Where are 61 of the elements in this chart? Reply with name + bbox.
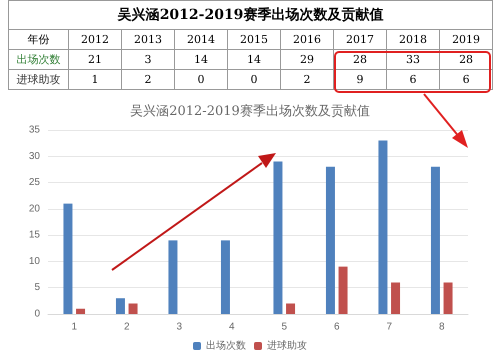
data-label: 29 xyxy=(280,50,334,70)
bar xyxy=(273,162,282,314)
text: 2017 xyxy=(334,30,386,50)
data-label: 0 xyxy=(174,70,228,90)
x-tick-label: 4 xyxy=(228,322,235,332)
text: 2015 xyxy=(228,30,280,50)
bar xyxy=(220,240,230,314)
x-tick-label: 8 xyxy=(438,322,445,332)
text: 2012 xyxy=(68,30,122,50)
x-tick-label: 6 xyxy=(334,322,340,332)
data-label: 21 xyxy=(68,50,122,70)
bar xyxy=(444,282,453,314)
text: 2016 xyxy=(280,30,334,50)
bar xyxy=(76,308,86,314)
data-label: 6 xyxy=(386,70,440,90)
data-label: 14 xyxy=(174,50,228,70)
text: 2019 xyxy=(440,30,493,50)
text: 出场次数 xyxy=(16,53,60,66)
bar xyxy=(286,303,296,314)
data-label: 6 xyxy=(440,70,493,90)
data-label: 28 xyxy=(440,50,493,70)
data-label: 2 xyxy=(280,70,334,90)
data-label: 28 xyxy=(334,50,386,70)
data-label: 9 xyxy=(334,70,386,90)
data-label: 14 xyxy=(228,50,280,70)
data-label: 33 xyxy=(386,50,440,70)
legend-label: 进球助攻 xyxy=(267,340,307,352)
bar xyxy=(430,166,440,314)
bar xyxy=(391,282,400,314)
bar xyxy=(168,240,178,314)
y-tick-label: 30 xyxy=(28,150,40,162)
y-tick-label: 5 xyxy=(34,282,40,294)
bar xyxy=(338,266,348,314)
text: 2014 xyxy=(174,30,228,50)
text: 年份 xyxy=(8,30,68,50)
legend-label: 出场次数 xyxy=(206,340,246,352)
bar xyxy=(116,298,125,314)
text: 2018 xyxy=(386,30,440,50)
data-label: 0 xyxy=(228,70,280,90)
data-label: 1 xyxy=(68,70,122,90)
x-tick-label: 1 xyxy=(71,322,78,332)
x-tick-label: 7 xyxy=(386,322,392,332)
y-tick-label: 15 xyxy=(28,230,40,241)
bar xyxy=(326,166,335,314)
x-tick-label: 2 xyxy=(124,322,130,332)
bar xyxy=(128,303,138,314)
y-tick-label: 35 xyxy=(28,124,40,136)
y-tick-label: 0 xyxy=(34,308,40,320)
x-tick-label: 5 xyxy=(281,322,288,332)
y-tick-label: 20 xyxy=(28,203,40,214)
chart-subtitle: 吴兴涵2012-2019赛季出场次数及贡献值 xyxy=(130,103,370,119)
bar xyxy=(63,204,72,314)
data-label: 3 xyxy=(122,50,174,70)
bar xyxy=(378,140,388,314)
text: 进球助攻 xyxy=(16,73,60,86)
data-label: 2 xyxy=(122,70,174,90)
y-tick-label: 25 xyxy=(28,177,40,188)
y-tick-label: 10 xyxy=(28,256,40,267)
text: 2013 xyxy=(122,30,174,50)
chart-title: 吴兴涵2012-2019赛季出场次数及贡献值 xyxy=(8,0,493,30)
x-tick-label: 3 xyxy=(176,322,182,332)
